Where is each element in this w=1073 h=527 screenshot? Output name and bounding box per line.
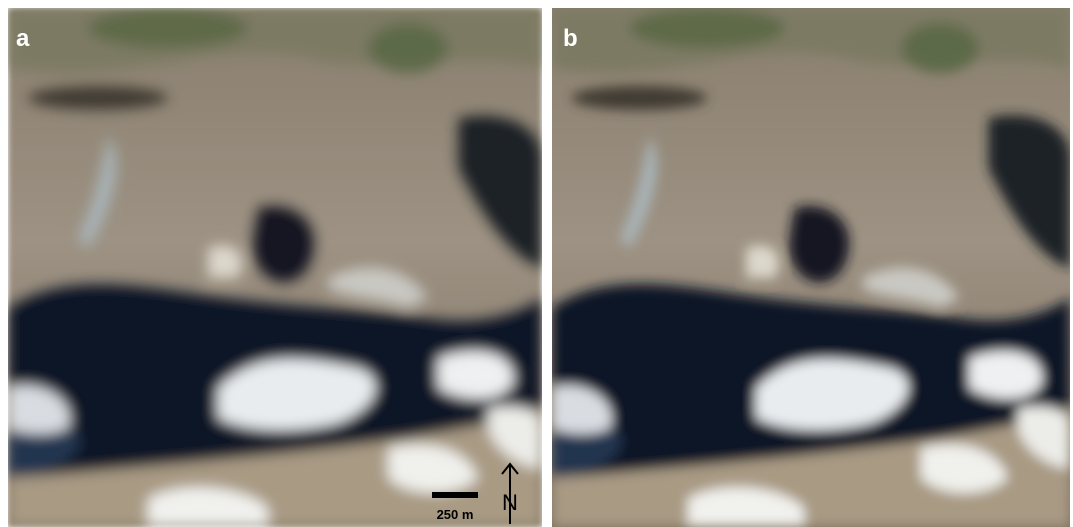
panel-b: b [552,8,1070,527]
north-label: N [502,490,518,515]
panel-label: b [563,25,578,52]
panel-label: a [16,25,30,52]
figure: a 250 m N b [0,0,1073,527]
panel-a: a 250 m N [8,8,542,527]
scale-label: 250 m [437,507,474,522]
scale-bar [432,492,478,498]
